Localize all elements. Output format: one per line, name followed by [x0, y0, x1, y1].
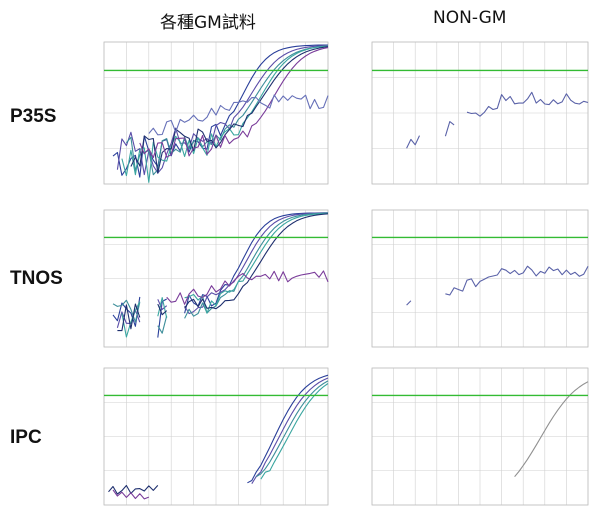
- amplification-curve: [139, 47, 329, 159]
- amplification-curve: [157, 299, 168, 310]
- amplification-curve: [116, 309, 141, 328]
- row-label-ipc: IPC: [10, 427, 42, 448]
- amplification-curve: [116, 44, 329, 176]
- amplification-curve: [184, 212, 329, 315]
- row-label-tnos: TNOS: [10, 268, 63, 289]
- amplification-curve: [514, 381, 589, 478]
- amplification-curve: [121, 45, 329, 183]
- amplification-curve: [130, 46, 329, 174]
- amplification-curve: [184, 212, 329, 314]
- amplification-curve: [166, 270, 329, 305]
- plot-frame: [371, 367, 589, 506]
- chart-tnos-gm: [103, 209, 329, 348]
- amplification-curve: [184, 212, 328, 314]
- amplification-curve: [184, 212, 329, 319]
- amplification-curve: [148, 94, 329, 136]
- amplification-curve: [444, 121, 455, 137]
- amplification-curve: [157, 315, 168, 334]
- plot-frame: [103, 367, 329, 506]
- amplification-curve: [184, 213, 329, 310]
- amplification-curve: [406, 300, 412, 306]
- plot-frame: [103, 41, 329, 185]
- amplification-curve: [247, 374, 329, 484]
- amplification-curve: [406, 135, 420, 149]
- column-title-gm: 各種GM試料: [160, 13, 256, 33]
- amplification-curve: [466, 91, 589, 117]
- amplification-curve: [112, 489, 150, 500]
- amplification-curve: [125, 45, 329, 176]
- amplification-curve: [256, 380, 329, 478]
- amplification-curve: [112, 296, 141, 327]
- amplification-curve: [445, 265, 589, 296]
- chart-p35s-nongm: [371, 41, 589, 185]
- plot-frame: [371, 209, 589, 348]
- plot-frame: [371, 41, 589, 185]
- amplification-curve: [260, 383, 329, 480]
- chart-tnos-nongm: [371, 209, 589, 348]
- amplification-curve: [251, 377, 329, 484]
- amplification-curve: [112, 299, 141, 323]
- plot-frame: [103, 209, 329, 348]
- row-label-p35s: P35S: [10, 106, 57, 127]
- amplification-curve: [157, 297, 168, 319]
- column-title-nongm: NON-GM: [433, 8, 507, 28]
- chart-ipc-gm: [103, 367, 329, 506]
- amplification-curve: [117, 303, 141, 332]
- amplification-curve: [157, 303, 168, 316]
- chart-p35s-gm: [103, 41, 329, 185]
- chart-ipc-nongm: [371, 367, 589, 506]
- amplification-curve: [157, 298, 167, 338]
- amplification-curve: [108, 484, 159, 495]
